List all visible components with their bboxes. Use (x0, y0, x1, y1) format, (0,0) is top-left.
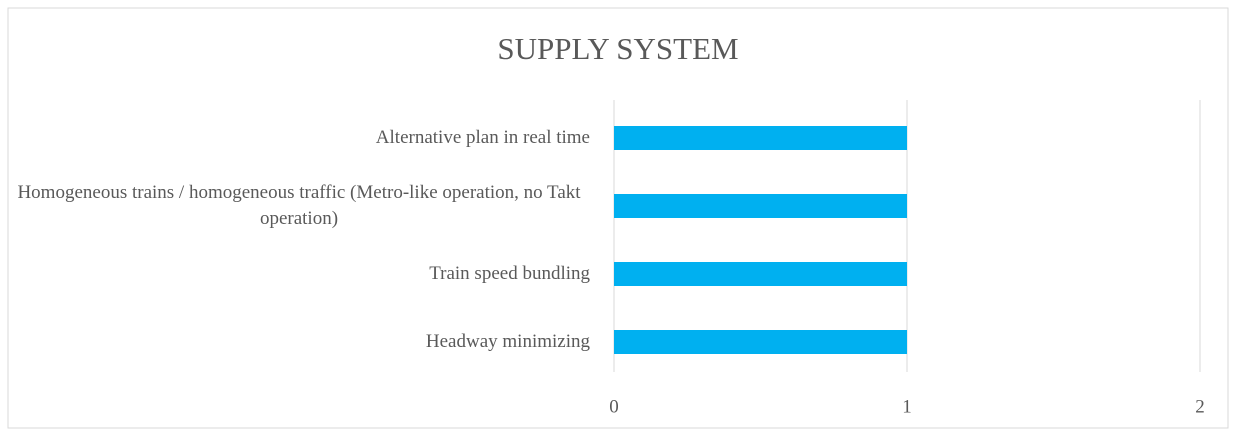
y-tick-label: Alternative plan in real time (375, 127, 590, 148)
y-tick-label: Train speed bundling (429, 263, 590, 284)
x-tick-label: 2 (1195, 396, 1205, 417)
y-tick-label: Homogeneous trains / homogeneous traffic… (17, 182, 581, 229)
x-tick-label: 1 (902, 396, 912, 417)
bar (614, 126, 907, 150)
bar (614, 194, 907, 218)
bar (614, 262, 907, 286)
x-tick-label: 0 (609, 396, 619, 417)
y-tick-label-box: Train speed bundling (8, 261, 590, 287)
y-tick-label-box: Alternative plan in real time (8, 125, 590, 151)
y-tick-label: Headway minimizing (425, 331, 590, 352)
chart-title: SUPPLY SYSTEM (497, 31, 738, 66)
bar (614, 330, 907, 354)
y-tick-label-box: Headway minimizing (8, 329, 590, 355)
y-tick-label-box: Homogeneous trains / homogeneous traffic… (8, 180, 590, 232)
